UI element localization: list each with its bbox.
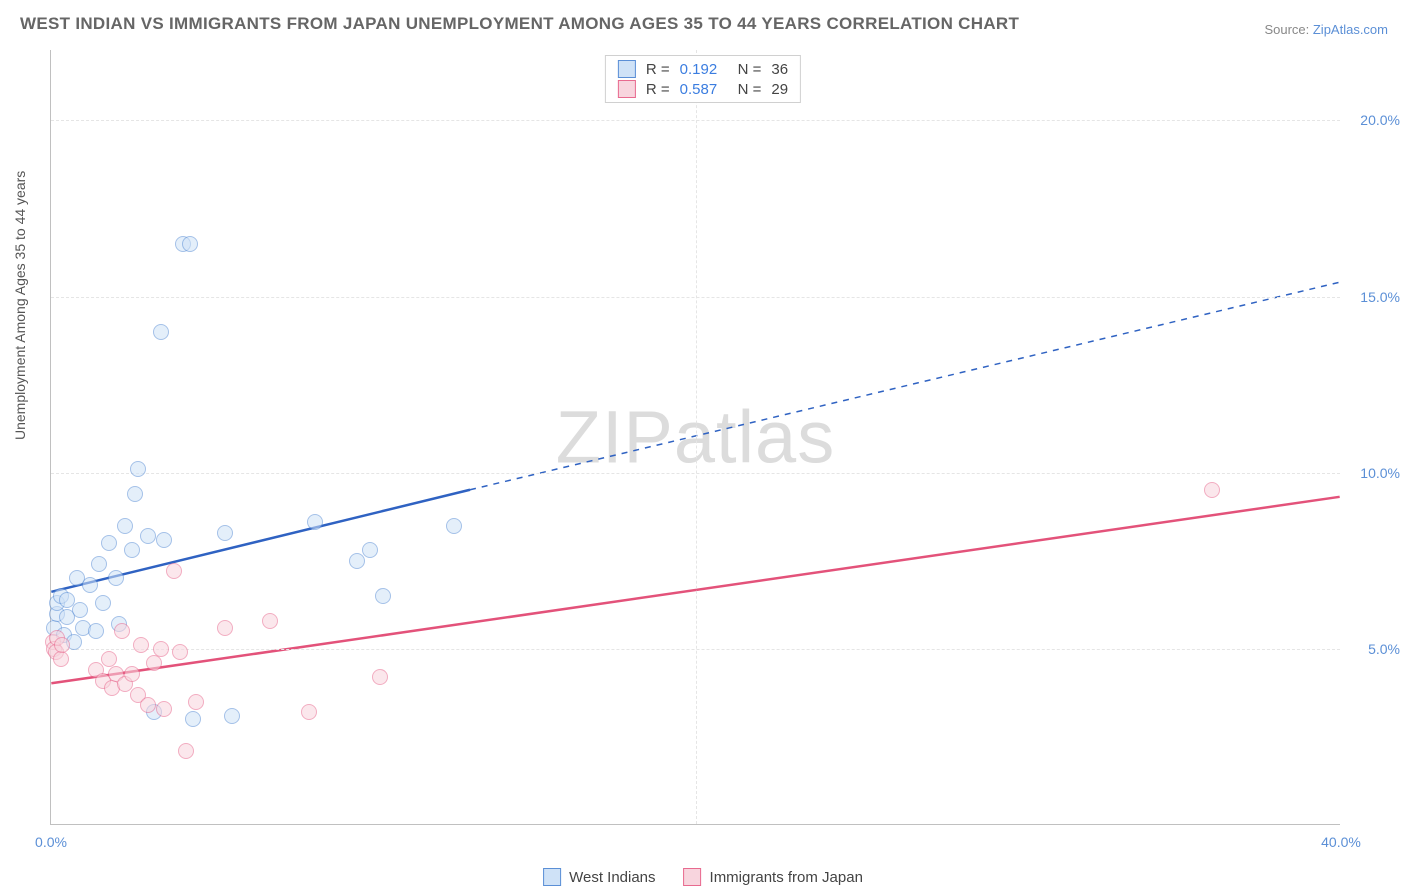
data-point bbox=[153, 324, 169, 340]
r-label: R = bbox=[646, 81, 670, 98]
data-point bbox=[185, 711, 201, 727]
gridline-v bbox=[696, 50, 697, 824]
data-point bbox=[217, 620, 233, 636]
data-point bbox=[124, 666, 140, 682]
data-point bbox=[108, 570, 124, 586]
legend-label: Immigrants from Japan bbox=[710, 869, 863, 886]
y-tick-label: 10.0% bbox=[1360, 465, 1400, 481]
data-point bbox=[101, 535, 117, 551]
data-point bbox=[95, 595, 111, 611]
data-point bbox=[172, 644, 188, 660]
x-tick-label: 40.0% bbox=[1321, 834, 1361, 850]
data-point bbox=[53, 651, 69, 667]
y-tick-label: 15.0% bbox=[1360, 289, 1400, 305]
r-label: R = bbox=[646, 61, 670, 78]
y-tick-label: 5.0% bbox=[1368, 641, 1400, 657]
data-point bbox=[349, 553, 365, 569]
data-point bbox=[117, 518, 133, 534]
data-point bbox=[140, 697, 156, 713]
y-tick-label: 20.0% bbox=[1360, 112, 1400, 128]
stats-row: R = 0.192 N = 36 bbox=[618, 59, 788, 79]
data-point bbox=[224, 708, 240, 724]
data-point bbox=[1204, 482, 1220, 498]
n-value: 29 bbox=[771, 81, 788, 98]
data-point bbox=[182, 236, 198, 252]
data-point bbox=[124, 542, 140, 558]
data-point bbox=[133, 637, 149, 653]
data-point bbox=[72, 602, 88, 618]
stats-legend-box: R = 0.192 N = 36 R = 0.587 N = 29 bbox=[605, 55, 801, 103]
data-point bbox=[88, 623, 104, 639]
r-value: 0.192 bbox=[680, 61, 728, 78]
data-point bbox=[166, 563, 182, 579]
data-point bbox=[446, 518, 462, 534]
data-point bbox=[153, 641, 169, 657]
data-point bbox=[372, 669, 388, 685]
r-value: 0.587 bbox=[680, 81, 728, 98]
plot-area: ZIPatlas 5.0%10.0%15.0%20.0%0.0%40.0% bbox=[50, 50, 1340, 825]
n-label: N = bbox=[738, 81, 762, 98]
n-value: 36 bbox=[771, 61, 788, 78]
data-point bbox=[54, 637, 70, 653]
y-axis-title: Unemployment Among Ages 35 to 44 years bbox=[12, 171, 28, 440]
legend-label: West Indians bbox=[569, 869, 655, 886]
legend-swatch bbox=[543, 868, 561, 886]
data-point bbox=[82, 577, 98, 593]
data-point bbox=[217, 525, 233, 541]
data-point bbox=[188, 694, 204, 710]
legend-item: Immigrants from Japan bbox=[684, 868, 863, 886]
n-label: N = bbox=[738, 61, 762, 78]
data-point bbox=[114, 623, 130, 639]
source-attribution: Source: ZipAtlas.com bbox=[1264, 22, 1388, 37]
data-point bbox=[140, 528, 156, 544]
data-point bbox=[362, 542, 378, 558]
legend-swatch bbox=[618, 60, 636, 78]
data-point bbox=[375, 588, 391, 604]
x-tick-label: 0.0% bbox=[35, 834, 67, 850]
data-point bbox=[130, 461, 146, 477]
data-point bbox=[91, 556, 107, 572]
legend-item: West Indians bbox=[543, 868, 655, 886]
chart-title: WEST INDIAN VS IMMIGRANTS FROM JAPAN UNE… bbox=[20, 14, 1019, 34]
data-point bbox=[307, 514, 323, 530]
source-link[interactable]: ZipAtlas.com bbox=[1313, 22, 1388, 37]
series-legend: West Indians Immigrants from Japan bbox=[543, 868, 863, 886]
data-point bbox=[262, 613, 278, 629]
data-point bbox=[301, 704, 317, 720]
stats-row: R = 0.587 N = 29 bbox=[618, 79, 788, 99]
data-point bbox=[127, 486, 143, 502]
data-point bbox=[156, 532, 172, 548]
data-point bbox=[146, 655, 162, 671]
legend-swatch bbox=[684, 868, 702, 886]
data-point bbox=[156, 701, 172, 717]
data-point bbox=[178, 743, 194, 759]
legend-swatch bbox=[618, 80, 636, 98]
source-prefix: Source: bbox=[1264, 22, 1312, 37]
